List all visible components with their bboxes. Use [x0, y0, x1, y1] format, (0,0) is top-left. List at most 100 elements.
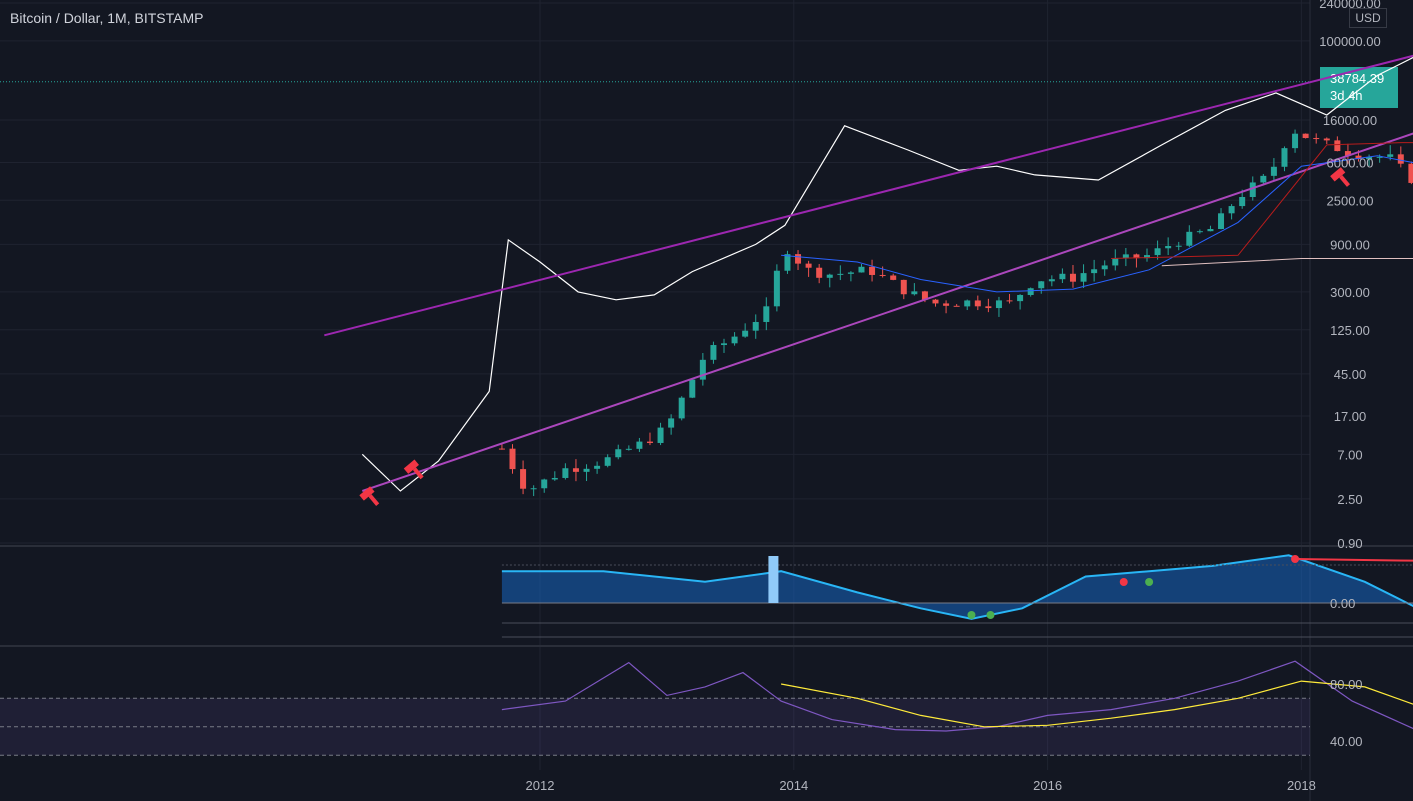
grid — [0, 0, 1310, 770]
candle-body — [1122, 254, 1129, 259]
hammer-head — [403, 459, 419, 474]
hammer-handle — [368, 494, 380, 506]
candle-body — [1101, 265, 1108, 270]
price-tick-label: 125.00 — [1330, 323, 1370, 338]
candle-body — [1144, 255, 1151, 259]
candle-body — [530, 488, 537, 490]
price-tick-label: 45.00 — [1334, 367, 1367, 382]
candle-body — [657, 427, 664, 443]
osc-tick-label: 0.00 — [1330, 596, 1355, 611]
candle-body — [816, 267, 823, 278]
candle-body — [1260, 175, 1267, 183]
candle-body — [668, 418, 675, 428]
candle-body — [1292, 133, 1299, 149]
candle-body — [1196, 231, 1203, 233]
candle-body — [1091, 269, 1098, 274]
candle-body — [678, 397, 685, 419]
candle-body — [1069, 273, 1076, 282]
oscillator-dot — [986, 611, 995, 619]
candle-body — [615, 449, 622, 458]
rsi-line — [501, 660, 1413, 732]
chart-title: Bitcoin / Dollar, 1M, BITSTAMP — [10, 10, 204, 26]
moving-average-red — [1111, 142, 1413, 259]
candle-body — [932, 299, 939, 304]
currency-label[interactable]: USD — [1349, 8, 1387, 28]
candle-body — [1017, 294, 1024, 302]
price-tick-label: 2.50 — [1337, 492, 1362, 507]
candle-body — [1186, 231, 1193, 246]
candle-body — [879, 274, 886, 276]
last-price-tag: 38784.39 3d 4h — [1320, 67, 1398, 108]
candle-body — [551, 477, 558, 480]
candle-body — [1408, 163, 1413, 183]
candle-body — [953, 305, 960, 307]
candle-body — [699, 359, 706, 380]
cloud-line — [1161, 258, 1413, 267]
time-tick-label: 2014 — [779, 778, 808, 793]
hammer-head — [1330, 167, 1346, 182]
price-tick-label: 100000.00 — [1319, 34, 1380, 49]
oscillator-dot — [1119, 578, 1128, 586]
trendline-lower — [361, 132, 1413, 492]
last-price-value: 38784.39 — [1330, 71, 1385, 86]
candle-body — [1281, 148, 1288, 167]
hammer-icon — [359, 486, 380, 506]
candle-body — [742, 330, 749, 337]
candle-body — [964, 300, 971, 307]
candle-body — [636, 441, 643, 449]
candle-body — [752, 321, 759, 331]
oscillator-highlight — [768, 556, 779, 603]
candle-body — [795, 254, 802, 264]
candle-body — [594, 465, 601, 469]
oscillator-line — [501, 554, 1413, 620]
price-tick-label: 900.00 — [1330, 237, 1370, 252]
candle-body — [943, 303, 950, 306]
candle-body — [646, 441, 653, 443]
candle-body — [985, 306, 992, 309]
rsi-tick-label: 80.00 — [1330, 677, 1363, 692]
candle-body — [1207, 228, 1214, 232]
candle-body — [604, 457, 611, 466]
rsi-pane — [0, 660, 1413, 756]
candle-body — [1027, 288, 1034, 295]
candle-body — [763, 306, 770, 322]
price-tick-label: 300.00 — [1330, 285, 1370, 300]
candle-body — [826, 274, 833, 278]
candle-body — [869, 266, 876, 275]
price-tick-label: 16000.00 — [1323, 113, 1377, 128]
markers: ? — [359, 167, 1351, 506]
candles — [498, 129, 1413, 497]
candle-body — [847, 272, 854, 274]
candle-body — [721, 343, 728, 346]
time-tick-label: 2016 — [1033, 778, 1062, 793]
candle-body — [498, 448, 505, 450]
candle-body — [1334, 140, 1341, 152]
candle-body — [583, 468, 590, 472]
divergence-line — [1295, 558, 1413, 562]
bar-countdown: 3d 4h — [1330, 88, 1363, 103]
candle-body — [805, 263, 812, 268]
hammer-handle — [412, 467, 424, 480]
candle-body — [773, 270, 780, 307]
candle-body — [1376, 156, 1383, 158]
candle-body — [890, 275, 897, 280]
candle-body — [1080, 273, 1087, 282]
candle-body — [1249, 182, 1256, 197]
candle-body — [911, 291, 918, 295]
price-tick-label: 0.90 — [1337, 536, 1362, 551]
price-tick-label: 240000.00 — [1319, 0, 1380, 11]
candle-body — [1175, 245, 1182, 247]
candle-body — [995, 300, 1002, 309]
candle-body — [1344, 151, 1351, 156]
candle-body — [1059, 273, 1066, 280]
candle-body — [1006, 300, 1013, 302]
overlay-line — [361, 56, 1413, 492]
candle-body — [572, 468, 579, 472]
oscillator-dot — [1145, 578, 1154, 586]
candle-body — [1038, 281, 1045, 289]
candle-body — [974, 300, 981, 307]
axes: 0.00 80.00 40.00 240000.00 100000.00 16000.00… — [526, 0, 1381, 793]
candle-body — [1313, 138, 1320, 140]
